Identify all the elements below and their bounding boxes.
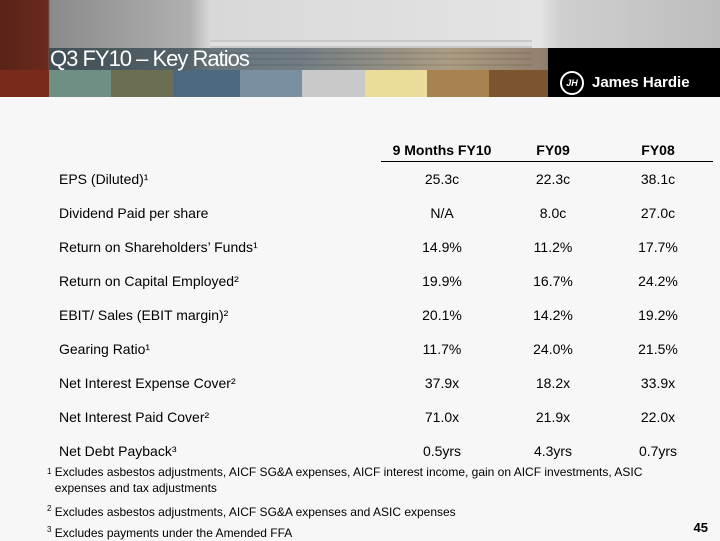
table-row: Gearing Ratio¹ 11.7% 24.0% 21.5%: [48, 332, 713, 366]
row-value: 19.9%: [422, 273, 462, 289]
row-value: 11.2%: [533, 239, 573, 255]
row-label: EBIT/ Sales (EBIT margin)²: [59, 307, 229, 323]
row-value: 19.2%: [638, 307, 678, 323]
row-value: 37.9x: [424, 375, 460, 391]
row-value: N/A: [430, 205, 454, 221]
table-row: Dividend Paid per share N/A 8.0c 27.0c: [48, 196, 713, 230]
color-swatch: [365, 70, 427, 97]
row-value: 38.1c: [640, 171, 676, 187]
footnote-1: 1 Excludes asbestos adjustments, AICF SG…: [47, 465, 643, 495]
color-swatch: [0, 70, 49, 97]
table-row: EPS (Diluted)¹ 25.3c 22.3c 38.1c: [48, 162, 713, 197]
row-value: 22.0x: [640, 409, 676, 425]
row-value: 21.9x: [535, 409, 571, 425]
row-value: 4.3yrs: [533, 443, 573, 459]
table-row: Net Debt Payback³ 0.5yrs 4.3yrs 0.7yrs: [48, 434, 713, 468]
row-value: 25.3c: [424, 171, 460, 187]
row-value: 22.3c: [535, 171, 571, 187]
column-header: FY08: [603, 139, 713, 162]
james-hardie-logo: JH James Hardie: [548, 68, 720, 97]
table-row: EBIT/ Sales (EBIT margin)² 20.1% 14.2% 19.2…: [48, 298, 713, 332]
color-swatch: [302, 70, 365, 97]
title-band: [49, 48, 549, 70]
row-value: 24.0%: [533, 341, 573, 357]
row-label: Return on Capital Employed²: [59, 273, 239, 289]
row-value: 14.2%: [533, 307, 573, 323]
row-value: 14.9%: [422, 239, 462, 255]
color-swatch: [427, 70, 489, 97]
color-swatch: [240, 70, 302, 97]
logo-background: [548, 48, 720, 70]
table-header-row: 9 Months FY10 FY09 FY08: [48, 139, 713, 162]
row-value: 11.7%: [422, 341, 462, 357]
row-value: 16.7%: [533, 273, 573, 289]
row-value: 71.0x: [424, 409, 460, 425]
row-value: 24.2%: [638, 273, 678, 289]
row-value: 17.7%: [638, 239, 678, 255]
table-row: Net Interest Expense Cover² 37.9x 18.2x 33.…: [48, 366, 713, 400]
row-value: 8.0c: [539, 205, 567, 221]
footnote-3: 3 Excludes payments under the Amended FF…: [47, 525, 293, 540]
row-label: Gearing Ratio¹: [59, 341, 151, 357]
row-label: Net Interest Paid Cover²: [59, 409, 210, 425]
row-value: 20.1%: [422, 307, 462, 323]
row-label: Net Debt Payback³: [59, 443, 177, 459]
row-label: Net Interest Expense Cover²: [59, 375, 236, 391]
header-blank: [48, 139, 381, 162]
table-row: Return on Capital Employed² 19.9% 16.7% 24.…: [48, 264, 713, 298]
color-swatch-bar: [0, 70, 720, 97]
row-value: 21.5%: [638, 341, 678, 357]
row-label: Dividend Paid per share: [59, 205, 209, 221]
color-swatch: [489, 70, 548, 97]
footnote-2: 2 Excludes asbestos adjustments, AICF SG…: [47, 504, 456, 519]
row-value: 0.7yrs: [638, 443, 678, 459]
logo-text: James Hardie: [592, 74, 690, 91]
key-ratios-table: 9 Months FY10 FY09 FY08 EPS (Diluted)¹ 25…: [48, 139, 713, 468]
page-number: 45: [693, 520, 708, 535]
color-swatch: [173, 70, 240, 97]
table-row: Net Interest Paid Cover² 71.0x 21.9x 22.0x: [48, 400, 713, 434]
row-value: 33.9x: [640, 375, 676, 391]
jh-logo-icon: JH: [560, 70, 584, 95]
slide-title: Q3 FY10 – Key Ratios: [50, 46, 250, 71]
color-swatch: [111, 70, 173, 97]
row-label: Return on Shareholders’ Funds¹: [59, 239, 258, 255]
row-label: EPS (Diluted)¹: [59, 170, 149, 187]
column-header: 9 Months FY10: [381, 139, 503, 162]
row-value: 0.5yrs: [422, 443, 462, 459]
row-value: 27.0c: [640, 205, 676, 221]
color-swatch: [49, 70, 111, 97]
row-value: 18.2x: [535, 375, 571, 391]
column-header: FY09: [503, 139, 603, 162]
table-row: Return on Shareholders’ Funds¹ 14.9% 11.2%…: [48, 230, 713, 264]
